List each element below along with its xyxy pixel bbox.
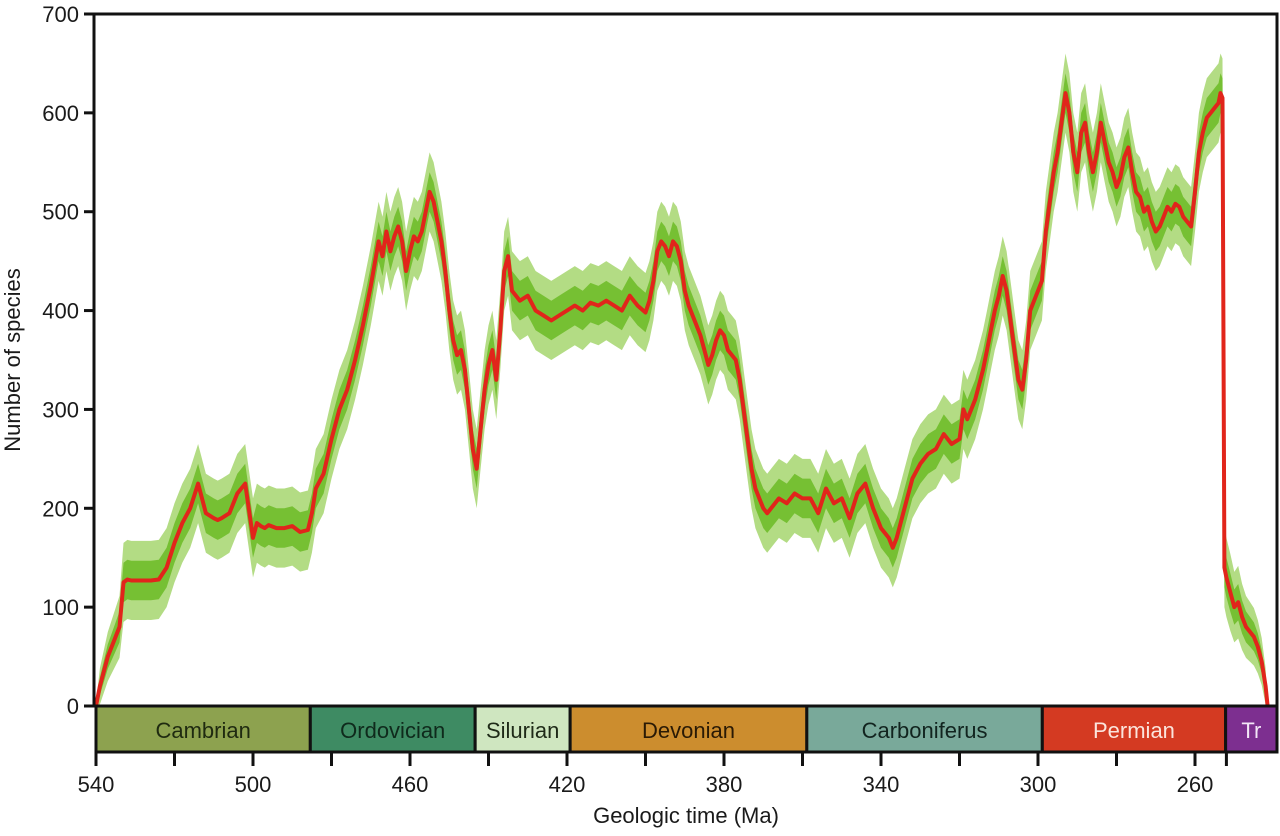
x-axis-label: Geologic time (Ma) — [593, 803, 779, 828]
y-tick-label: 200 — [42, 496, 79, 521]
period-tr — [1224, 704, 1279, 754]
period-permian — [1040, 704, 1228, 754]
x-tick-label: 460 — [392, 772, 429, 797]
y-tick-label: 600 — [42, 101, 79, 126]
y-tick-label: 0 — [67, 694, 79, 719]
y-tick-label: 400 — [42, 299, 79, 324]
confidence-bands — [96, 53, 1268, 707]
period-label: Permian — [1093, 718, 1175, 743]
y-tick-label: 700 — [42, 2, 79, 27]
x-tick-label: 300 — [1020, 772, 1057, 797]
outer-confidence-band — [96, 53, 1268, 706]
period-label: Carboniferus — [862, 718, 988, 743]
x-axis: 540 500 460 420 380 340 300 260 — [78, 752, 1228, 797]
y-tick-label: 300 — [42, 397, 79, 422]
geologic-period-bar: Cambrian Ordovician Silurian Devonian Carbon… — [94, 704, 1279, 754]
x-tick-label: 340 — [863, 772, 900, 797]
period-cambrian — [94, 704, 312, 754]
y-tick-label: 500 — [42, 200, 79, 225]
y-axis-label: Number of species — [0, 268, 25, 451]
species-line — [94, 91, 1270, 707]
x-tick-label: 420 — [549, 772, 586, 797]
period-label: Ordovician — [340, 718, 445, 743]
inner-confidence-band — [96, 73, 1268, 707]
period-carboniferus — [805, 704, 1044, 754]
period-ordovician — [308, 704, 477, 754]
x-tick-label: 260 — [1177, 772, 1214, 797]
mean-species-line — [94, 91, 1270, 707]
x-tick-label: 500 — [235, 772, 272, 797]
period-label: Cambrian — [155, 718, 250, 743]
period-devonian — [568, 704, 809, 754]
x-tick-label: 540 — [78, 772, 115, 797]
y-tick-label: 100 — [42, 595, 79, 620]
y-axis: 0 100 200 300 400 500 600 700 — [42, 2, 94, 719]
period-label: Devonian — [642, 718, 735, 743]
x-tick-label: 380 — [706, 772, 743, 797]
period-label: Tr — [1241, 718, 1261, 743]
period-label: Silurian — [486, 718, 559, 743]
